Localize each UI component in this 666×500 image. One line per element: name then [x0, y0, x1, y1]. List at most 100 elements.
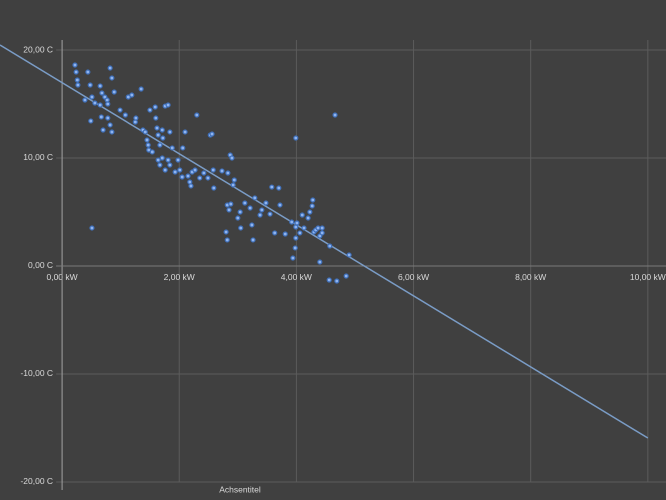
point [167, 162, 173, 168]
point [259, 207, 265, 213]
point [142, 129, 148, 135]
x-tick-label: 2,00 kW [164, 272, 195, 282]
point [74, 77, 80, 83]
point [89, 94, 95, 100]
point [169, 145, 175, 151]
point [242, 200, 248, 206]
y-tick-label: 10,00 C [23, 152, 53, 162]
point [105, 101, 111, 107]
point [257, 212, 263, 218]
point [225, 170, 231, 176]
point [249, 222, 255, 228]
y-tick-label: -20,00 C [20, 476, 53, 486]
point [276, 185, 282, 191]
point [104, 97, 110, 103]
point [293, 224, 299, 230]
point [224, 237, 230, 243]
point [105, 115, 111, 121]
trendline [0, 44, 649, 439]
point [211, 185, 217, 191]
point [197, 175, 203, 181]
x-tick-label: 8,00 kW [515, 272, 546, 282]
point [188, 183, 194, 189]
point [92, 100, 98, 106]
point [159, 155, 165, 161]
point [87, 82, 93, 88]
point [235, 215, 241, 221]
point [111, 89, 117, 95]
point [107, 65, 113, 71]
point [145, 142, 151, 148]
point [185, 173, 191, 179]
point [167, 129, 173, 135]
point [209, 131, 215, 137]
point [138, 86, 144, 92]
point [269, 184, 275, 190]
point [263, 200, 269, 206]
point [165, 157, 171, 163]
point [160, 135, 166, 141]
point [75, 82, 81, 88]
point [122, 112, 128, 118]
point [201, 170, 207, 176]
point [309, 203, 315, 209]
point [132, 119, 138, 125]
point [194, 112, 200, 118]
point [175, 157, 181, 163]
x-axis-title: Achsentitel [219, 484, 261, 494]
point [73, 69, 79, 75]
point [219, 168, 225, 174]
y-tick-label: 0,00 C [28, 260, 53, 270]
point [162, 167, 168, 173]
point [293, 235, 299, 241]
point [292, 245, 298, 251]
point [155, 157, 161, 163]
point [247, 205, 253, 211]
point [179, 174, 185, 180]
point [310, 197, 316, 203]
point [159, 127, 165, 133]
point [346, 252, 352, 258]
point [155, 132, 161, 138]
point [182, 129, 188, 135]
point [332, 112, 338, 118]
point [97, 83, 103, 89]
point [72, 62, 78, 68]
point [293, 135, 299, 141]
point [317, 259, 323, 265]
point [210, 167, 216, 173]
point [88, 118, 94, 124]
point [228, 201, 234, 207]
point [157, 162, 163, 168]
point [327, 243, 333, 249]
point [315, 225, 321, 231]
point [299, 212, 305, 218]
point [238, 225, 244, 231]
point [297, 230, 303, 236]
point [230, 182, 236, 188]
point [231, 177, 237, 183]
point [154, 125, 160, 131]
point [252, 195, 258, 201]
point [294, 220, 300, 226]
point [144, 137, 150, 143]
point [272, 230, 278, 236]
point [117, 107, 123, 113]
point [165, 102, 171, 108]
point [177, 167, 183, 173]
point [290, 255, 296, 261]
point [205, 175, 211, 181]
point [223, 229, 229, 235]
point [152, 104, 158, 110]
point [82, 97, 88, 103]
point [149, 149, 155, 155]
point [100, 127, 106, 133]
point [334, 278, 340, 284]
point [226, 207, 232, 213]
x-tick-label: 6,00 kW [398, 272, 429, 282]
point [250, 237, 256, 243]
point [98, 114, 104, 120]
point [289, 219, 295, 225]
point [85, 69, 91, 75]
point [109, 129, 115, 135]
